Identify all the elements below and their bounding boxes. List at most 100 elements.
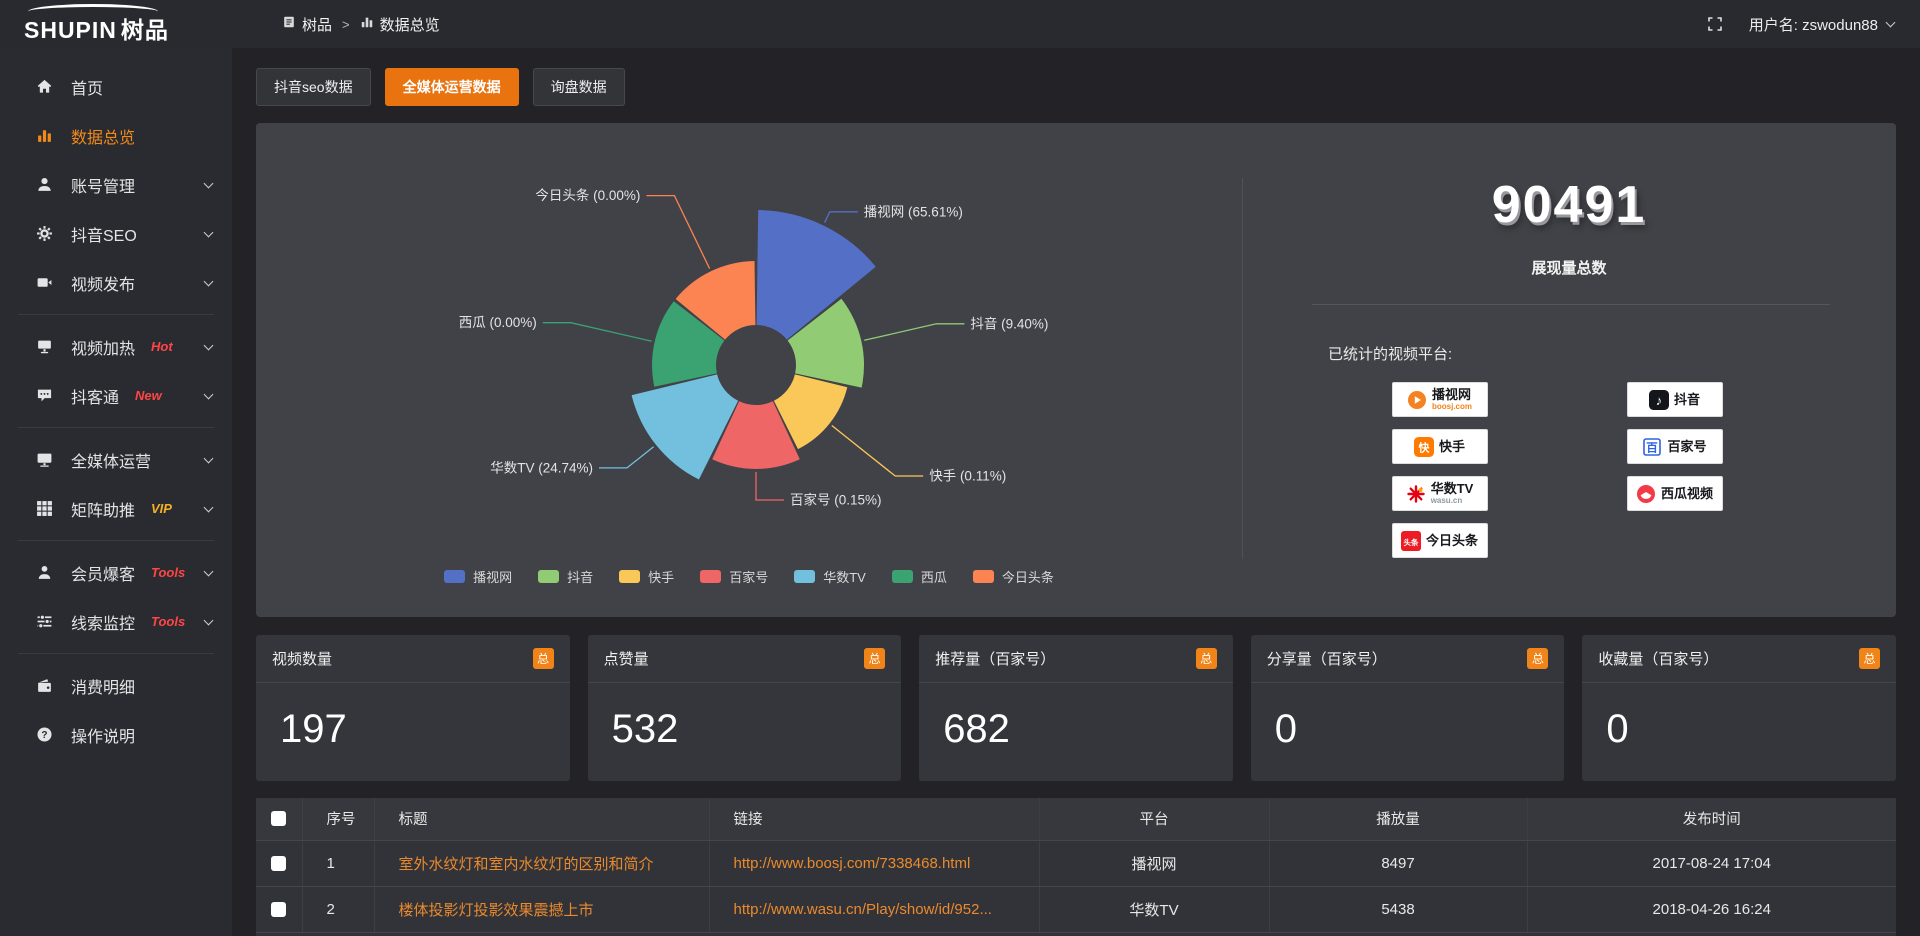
- stat-card-label: 推荐量（百家号）: [935, 651, 1056, 668]
- pie-slice-西瓜[interactable]: [652, 301, 725, 387]
- row-checkbox[interactable]: [271, 902, 287, 918]
- platform-name: 播视网 boosj.com: [1431, 387, 1472, 411]
- legend-item-播视网[interactable]: 播视网: [444, 567, 512, 586]
- sidebar-item-clue-monitor[interactable]: 线索监控 Tools: [0, 597, 232, 646]
- legend-item-快手[interactable]: 快手: [619, 567, 674, 586]
- column-header-序号: 序号: [302, 798, 375, 841]
- sidebar-badge-tools: Tools: [151, 614, 186, 629]
- sidebar-divider: [18, 653, 214, 654]
- legend-item-华数TV[interactable]: 华数TV: [794, 567, 866, 586]
- legend-label: 今日头条: [1001, 570, 1054, 585]
- baijiahao-logo: 百: [1642, 437, 1662, 457]
- sidebar-item-label: 抖音SEO: [71, 227, 137, 245]
- legend-swatch: [444, 570, 466, 583]
- pie-slice-华数TV[interactable]: [631, 374, 739, 480]
- doc-icon: [282, 15, 296, 33]
- select-all-checkbox[interactable]: [271, 811, 287, 827]
- stat-card-like-count: 点赞量 总 532: [587, 635, 902, 781]
- legend-swatch: [700, 570, 722, 583]
- legend-item-今日头条[interactable]: 今日头条: [972, 567, 1054, 586]
- sidebar-item-label: 全媒体运营: [71, 453, 152, 471]
- stat-card-value: 0: [1274, 707, 1298, 751]
- overview-panel: 播视网 (65.61%) 抖音 (9.40%) 快手 (0.11%) 百家号 (0.1…: [256, 123, 1896, 617]
- sidebar-item-label: 操作说明: [71, 728, 136, 746]
- breadcrumb-label: 树品: [302, 16, 333, 34]
- platform-badge-华数TV: 华数TV wasu.cn: [1391, 476, 1488, 511]
- pie-slice-播视网[interactable]: [756, 210, 876, 340]
- row-title[interactable]: 楼体投影灯投影效果震撼上市: [374, 886, 710, 933]
- platform-name: 今日头条: [1425, 532, 1478, 548]
- row-checkbox[interactable]: [271, 856, 287, 872]
- total-impressions-label: 展现量总数: [1531, 260, 1607, 277]
- platform-subtext: wasu.cn: [1430, 495, 1463, 505]
- breadcrumb-data-overview[interactable]: 数据总览: [360, 14, 440, 35]
- pie-slice-今日头条[interactable]: [675, 261, 756, 340]
- legend-item-百家号[interactable]: 百家号: [700, 567, 768, 586]
- legend-swatch: [794, 570, 816, 583]
- monitor-icon: [36, 451, 71, 468]
- douyin-logo: ♪: [1648, 389, 1669, 410]
- table-header-row: 序号 标题 链接 平台 播放量 发布时间: [256, 798, 1896, 841]
- sidebar-item-matrix-boost[interactable]: 矩阵助推 VIP: [0, 484, 232, 533]
- wasu-logo: [1406, 484, 1426, 504]
- chevron-down-icon: [203, 340, 214, 350]
- platform-name: 华数TV wasu.cn: [1430, 481, 1474, 505]
- fullscreen-icon[interactable]: [1707, 16, 1723, 32]
- tab-inquiry-data[interactable]: 询盘数据: [532, 68, 625, 106]
- legend-item-西瓜[interactable]: 西瓜: [891, 567, 947, 586]
- sidebar-item-member-burst[interactable]: 会员爆客 Tools: [0, 548, 232, 597]
- row-link[interactable]: http://www.wasu.cn/Play/show/id/952...: [709, 886, 1040, 933]
- platform-name: 西瓜视频: [1660, 485, 1713, 501]
- sidebar-item-operation-guide[interactable]: ? 操作说明: [0, 710, 232, 759]
- row-time: 2017-08-24 17:04: [1527, 840, 1896, 887]
- row-link[interactable]: http://www.boosj.com/7338468.html: [709, 840, 1040, 887]
- rose-pie-chart[interactable]: 播视网 (65.61%) 抖音 (9.40%) 快手 (0.11%) 百家号 (0.1…: [256, 123, 1242, 617]
- stat-card-header: 分享量（百家号） 总: [1250, 635, 1565, 683]
- user-menu[interactable]: 用户名: zswodun88: [1749, 14, 1896, 35]
- pie-label-line: [646, 194, 711, 269]
- sidebar-item-media-operation[interactable]: 全媒体运营: [0, 435, 232, 484]
- row-plays: 5438: [1269, 886, 1528, 933]
- sidebar-item-data-overview[interactable]: 数据总览: [0, 111, 232, 160]
- svg-text:♪: ♪: [1656, 393, 1663, 408]
- logo-text: SHUPIN 树品: [24, 17, 169, 43]
- sidebar: 首页数据总览 账号管理抖音SEO 视频发布视频加热 Hot 抖客通 New 全媒体运营矩阵助…: [0, 48, 232, 936]
- chevron-down-icon: [203, 566, 214, 576]
- sidebar-item-douketong[interactable]: 抖客通 New: [0, 371, 232, 420]
- stat-card-recommend-count: 推荐量（百家号） 总 682: [919, 635, 1233, 781]
- chat-icon: [36, 387, 71, 404]
- pie-slice-百家号[interactable]: [712, 401, 800, 469]
- breadcrumb-separator: >: [342, 16, 350, 32]
- stat-card-label: 分享量（百家号）: [1266, 651, 1387, 668]
- legend-label: 快手: [648, 570, 675, 585]
- row-checkbox-cell: [256, 886, 303, 933]
- sidebar-item-video-publish[interactable]: 视频发布: [0, 258, 232, 307]
- summary-divider: [1312, 304, 1830, 305]
- topbar: SHUPIN 树品 树品 > 数据总览 用户名: zswodun88: [0, 0, 1920, 48]
- pie-chart-svg[interactable]: 播视网 (65.61%) 抖音 (9.40%) 快手 (0.11%) 百家号 (0.1…: [256, 135, 1242, 565]
- tab-douyin-seo-data[interactable]: 抖音seo数据: [256, 68, 371, 106]
- sidebar-item-video-heat[interactable]: 视频加热 Hot: [0, 322, 232, 371]
- platform-badge-快手: 快快手: [1391, 429, 1488, 464]
- chevron-down-icon: [203, 502, 214, 512]
- sidebar-item-consume-detail[interactable]: 消费明细: [0, 661, 232, 710]
- tab-media-operation-data[interactable]: 全媒体运营数据: [384, 68, 519, 106]
- sidebar-item-home[interactable]: 首页: [0, 62, 232, 111]
- column-header-发布时间: 发布时间: [1527, 798, 1896, 841]
- screen-icon: [36, 338, 71, 355]
- pie-slice-快手[interactable]: [773, 374, 848, 450]
- row-title[interactable]: 室外水纹灯和室内水纹灯的区别和简介: [374, 840, 710, 887]
- sidebar-item-account-manage[interactable]: 账号管理: [0, 160, 232, 209]
- sidebar-item-douyin-seo[interactable]: 抖音SEO: [0, 209, 232, 258]
- sidebar-item-label: 首页: [71, 80, 104, 98]
- stat-card-label: 视频数量: [272, 651, 333, 668]
- grid-icon: [36, 500, 71, 517]
- member-icon: [36, 564, 71, 581]
- pie-slice-抖音[interactable]: [787, 298, 865, 388]
- brand-logo[interactable]: SHUPIN 树品: [0, 3, 232, 45]
- chevron-down-icon: [203, 178, 214, 188]
- breadcrumb-shupin[interactable]: 树品: [282, 14, 332, 35]
- legend-item-抖音[interactable]: 抖音: [538, 567, 593, 586]
- chevron-down-icon: [203, 453, 214, 463]
- legend-label: 西瓜: [920, 570, 947, 585]
